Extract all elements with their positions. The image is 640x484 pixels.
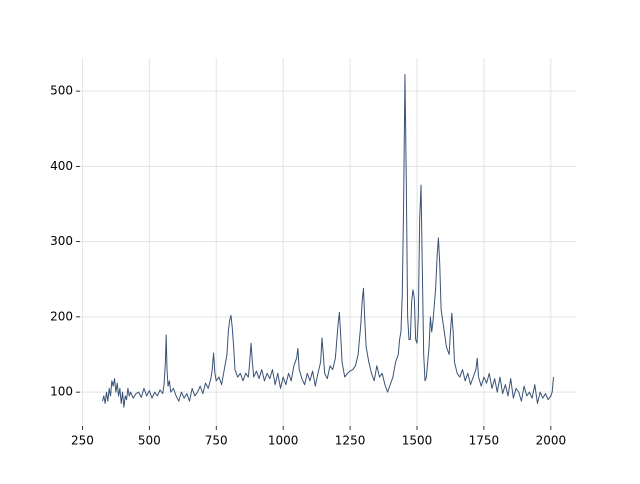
x-tick-label: 750 xyxy=(205,434,228,448)
x-tick-label: 1750 xyxy=(469,434,500,448)
y-tick-label: 400 xyxy=(50,159,73,173)
y-tick-label: 300 xyxy=(50,234,73,248)
x-tick-label: 250 xyxy=(71,434,94,448)
x-tick-label: 1000 xyxy=(268,434,299,448)
x-tick-label: 500 xyxy=(138,434,161,448)
x-tick-label: 1500 xyxy=(402,434,433,448)
x-tick-label: 2000 xyxy=(536,434,567,448)
data-line xyxy=(101,74,555,408)
y-tick-label: 100 xyxy=(50,385,73,399)
x-tick-label: 1250 xyxy=(335,434,366,448)
y-tick-label: 200 xyxy=(50,309,73,323)
y-tick-label: 500 xyxy=(50,84,73,98)
